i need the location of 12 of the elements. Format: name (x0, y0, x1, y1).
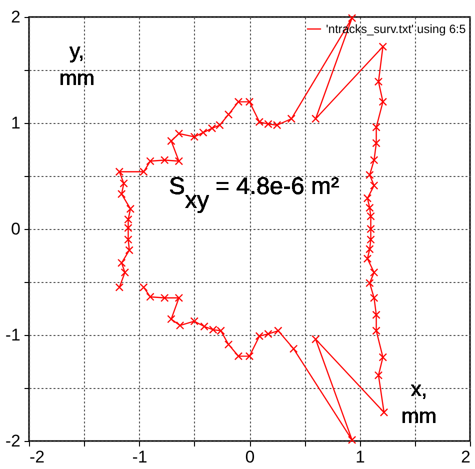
y-tick-label: -1 (5, 326, 20, 344)
x-tick-label: 1 (356, 448, 365, 466)
y-tick-label: 1 (11, 114, 20, 132)
x-tick-label: -1 (132, 448, 148, 466)
x-axis-title: x, mm (402, 378, 436, 428)
x-tick-label: 0 (245, 448, 255, 466)
y-tick-label: 0 (11, 220, 20, 238)
y-tick-label: 2 (11, 8, 20, 26)
x-tick-label: 2 (461, 448, 470, 466)
x-tick-label: -2 (30, 448, 45, 466)
y-tick-label: -2 (5, 432, 20, 450)
y-axis-title: y, mm (60, 40, 94, 90)
